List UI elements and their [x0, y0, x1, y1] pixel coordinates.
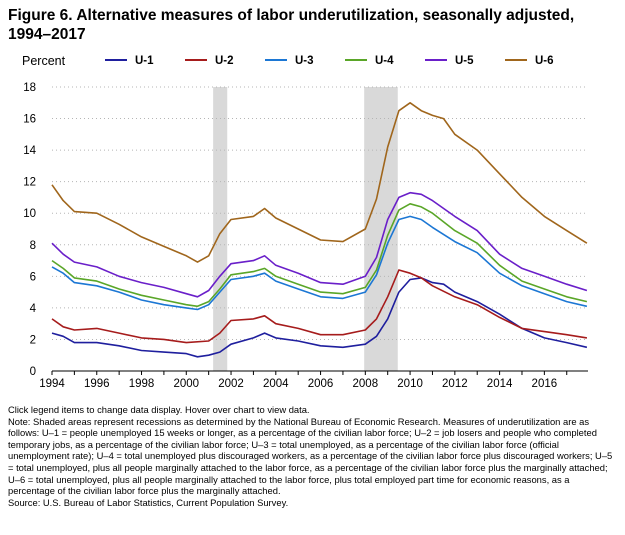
series-lines[interactable]: [51, 102, 588, 358]
legend[interactable]: U-1 U-2 U-3 U-4 U-5 U-6: [105, 55, 554, 67]
y-axis-label: Percent: [22, 54, 66, 68]
series-line-u-2[interactable]: [51, 269, 588, 344]
gridlines: [52, 86, 588, 340]
series-line-u-3[interactable]: [51, 215, 588, 311]
x-tick-label: 1996: [84, 378, 110, 390]
legend-item-u-5[interactable]: U-5: [425, 55, 474, 67]
line-chart[interactable]: 0 2 4 6 8 10 12 14 16 18 1994 1996 1998 2000 2002 2004 2…: [0, 0, 625, 400]
y-tick-label: 16: [23, 114, 36, 126]
legend-item-u-2[interactable]: U-2: [185, 55, 234, 67]
y-tick-label: 14: [23, 145, 36, 157]
instructions-text: Click legend items to change data displa…: [8, 404, 310, 415]
legend-label: U-2: [215, 55, 234, 67]
legend-label: U-3: [295, 55, 314, 67]
x-tick-label: 2006: [308, 378, 334, 390]
y-tick-label: 6: [30, 271, 36, 283]
legend-label: U-6: [535, 55, 554, 67]
x-tick-label: 2008: [353, 378, 379, 390]
y-tick-label: 0: [30, 366, 36, 378]
y-tick-label: 2: [30, 334, 36, 346]
axes: 0 2 4 6 8 10 12 14 16 18 1994 1996 1998 2000 2002 2004 2…: [23, 82, 588, 390]
y-tick-label: 12: [23, 177, 36, 189]
series-line-u-4[interactable]: [51, 203, 588, 308]
x-tick-label: 2004: [263, 378, 289, 390]
legend-label: U-1: [135, 55, 154, 67]
x-tick-label: 2002: [218, 378, 244, 390]
recession-shading: [213, 87, 398, 371]
series-line-u-1[interactable]: [51, 277, 588, 358]
x-tick-label: 2016: [532, 378, 558, 390]
y-tick-label: 8: [30, 240, 36, 252]
chart-notes: Click legend items to change data displa…: [8, 404, 613, 508]
x-tick-label: 2010: [397, 378, 423, 390]
y-tick-label: 4: [30, 303, 37, 315]
x-tick-label: 2014: [487, 378, 513, 390]
x-tick-label: 2012: [442, 378, 468, 390]
recession-band-1: [213, 87, 228, 371]
x-tick-label: 2000: [173, 378, 199, 390]
y-tick-label: 18: [23, 82, 36, 94]
y-tick-label: 10: [23, 208, 36, 220]
x-tick-label: 1998: [129, 378, 155, 390]
series-line-u-5[interactable]: [51, 191, 588, 298]
legend-item-u-4[interactable]: U-4: [345, 55, 394, 67]
chart-title: Figure 6. Alternative measures of labor …: [8, 7, 575, 43]
x-tick-label: 1994: [39, 378, 65, 390]
source-text: Source: U.S. Bureau of Labor Statistics,…: [8, 496, 289, 508]
legend-item-u-6[interactable]: U-6: [505, 55, 554, 67]
legend-item-u-1[interactable]: U-1: [105, 55, 154, 67]
note-text: Note: Shaded areas represent recessions …: [8, 415, 613, 497]
legend-label: U-5: [455, 55, 474, 67]
series-line-u-6[interactable]: [51, 102, 588, 263]
legend-item-u-3[interactable]: U-3: [265, 55, 314, 67]
legend-label: U-4: [375, 55, 394, 67]
